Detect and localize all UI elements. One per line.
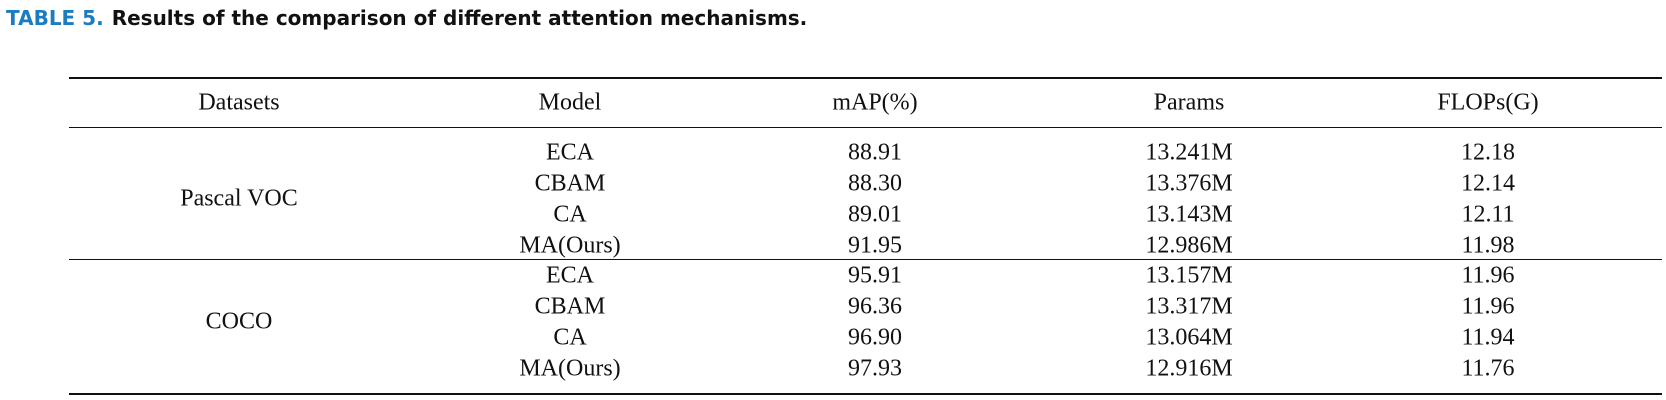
table-cell: CA bbox=[553, 324, 587, 350]
table-cell: 88.30 bbox=[848, 170, 902, 196]
table-cell: 11.96 bbox=[1461, 262, 1515, 288]
table-cell: 96.90 bbox=[848, 324, 902, 350]
header-cell: Datasets bbox=[198, 89, 280, 116]
table-cell: 13.064M bbox=[1145, 324, 1233, 350]
table-cell: 13.317M bbox=[1145, 293, 1233, 319]
table-cell: CBAM bbox=[534, 293, 606, 319]
table-cell: CA bbox=[553, 201, 587, 227]
dataset-cell: Pascal VOC bbox=[180, 185, 298, 212]
table-cell: 11.76 bbox=[1461, 355, 1515, 381]
table-cell: 96.36 bbox=[848, 293, 902, 319]
table-cell: 11.96 bbox=[1461, 293, 1515, 319]
table-cell: MA(Ours) bbox=[519, 355, 621, 381]
table-cell: 13.157M bbox=[1145, 262, 1233, 288]
header-cell: Model bbox=[538, 89, 602, 116]
table-cell: 97.93 bbox=[848, 355, 902, 381]
caption-text: Results of the comparison of different a… bbox=[111, 6, 808, 30]
header-cell: Params bbox=[1153, 89, 1225, 116]
table-cell: MA(Ours) bbox=[519, 232, 621, 258]
group-rule bbox=[69, 259, 1662, 260]
table-cell: 13.143M bbox=[1145, 201, 1233, 227]
table-cell: 91.95 bbox=[848, 232, 902, 258]
table-cell: ECA bbox=[546, 139, 594, 165]
header-cell: FLOPs(G) bbox=[1437, 89, 1539, 116]
table-cell: CBAM bbox=[534, 170, 606, 196]
table-cell: 88.91 bbox=[848, 139, 902, 165]
top-rule bbox=[69, 77, 1662, 79]
table-cell: 12.14 bbox=[1461, 170, 1515, 196]
table-cell: 11.94 bbox=[1461, 324, 1515, 350]
bottom-rule bbox=[69, 393, 1662, 395]
table-cell: ECA bbox=[546, 262, 594, 288]
caption: TABLE 5. Results of the comparison of dif… bbox=[6, 6, 807, 30]
table-cell: 12.916M bbox=[1145, 355, 1233, 381]
table-cell: 12.11 bbox=[1461, 201, 1515, 227]
table-cell: 13.241M bbox=[1145, 139, 1233, 165]
caption-label: TABLE 5. bbox=[6, 6, 104, 30]
table-cell: 12.18 bbox=[1461, 139, 1515, 165]
table-cell: 13.376M bbox=[1145, 170, 1233, 196]
dataset-cell: COCO bbox=[205, 308, 273, 335]
table-cell: 12.986M bbox=[1145, 232, 1233, 258]
table-cell: 95.91 bbox=[848, 262, 902, 288]
table-cell: 89.01 bbox=[848, 201, 902, 227]
table-cell: 11.98 bbox=[1461, 232, 1515, 258]
header-rule bbox=[69, 127, 1662, 128]
header-cell: mAP(%) bbox=[832, 89, 918, 116]
